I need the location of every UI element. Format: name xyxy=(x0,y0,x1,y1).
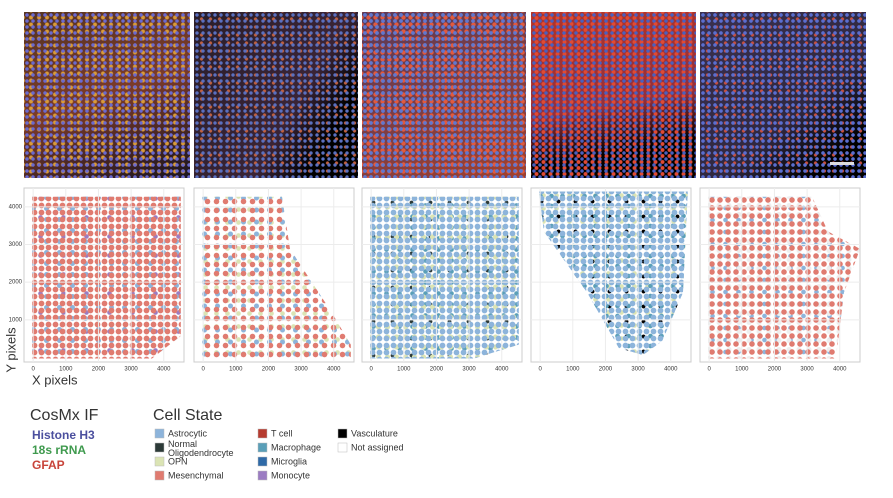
x-tick-label: 2000 xyxy=(92,367,106,373)
legend-label: Not assigned xyxy=(351,442,404,452)
y-tick-label: 4000 xyxy=(9,204,23,210)
legend-label: OPN xyxy=(168,456,188,466)
x-tick-label: 3000 xyxy=(294,367,308,373)
x-tick-label: 2000 xyxy=(599,367,613,373)
x-tick-label: 4000 xyxy=(327,367,341,373)
x-tick-label: 3000 xyxy=(631,367,645,373)
x-tick-label: 1000 xyxy=(566,367,580,373)
legend-label: Microglia xyxy=(271,456,307,466)
x-tick-label: 0 xyxy=(201,367,205,373)
legend-swatch xyxy=(337,428,348,439)
if-image xyxy=(194,12,358,178)
x-tick-label: 1000 xyxy=(735,367,749,373)
x-tick-label: 4000 xyxy=(157,367,171,373)
legend-label: Macrophage xyxy=(271,442,321,452)
x-tick-label: 0 xyxy=(31,367,35,373)
x-axis-label: X pixels xyxy=(32,372,78,387)
legend-label: GFAP xyxy=(32,458,65,472)
if-image xyxy=(700,12,866,178)
x-tick-label: 1000 xyxy=(59,367,73,373)
x-tick-label: 3000 xyxy=(124,367,138,373)
plot-frame xyxy=(193,187,355,363)
legend-swatch xyxy=(257,428,268,439)
legend-label: Histone H3 xyxy=(32,428,95,442)
x-tick-label: 4000 xyxy=(833,367,847,373)
legend-swatch xyxy=(154,442,165,453)
plot-panel xyxy=(194,188,354,362)
legend-swatch xyxy=(257,456,268,467)
legend-title: CosMx IF xyxy=(30,407,99,424)
y-tick-label: 1000 xyxy=(9,317,23,323)
if-image xyxy=(362,12,526,178)
legend-label: Vasculature xyxy=(351,428,398,438)
x-tick-label: 0 xyxy=(707,367,711,373)
legend-swatch xyxy=(257,470,268,481)
x-tick-label: 0 xyxy=(369,367,373,373)
x-tick-label: 2000 xyxy=(768,367,782,373)
y-axis-label: Y pixels xyxy=(3,327,18,373)
legend-label: Astrocytic xyxy=(168,428,208,438)
plot-frame xyxy=(361,187,523,363)
if-image xyxy=(531,12,696,178)
plot-frame xyxy=(530,187,692,363)
legend-swatch xyxy=(337,442,348,453)
legend-label: Monocyte xyxy=(271,470,310,480)
y-tick-label: 2000 xyxy=(9,280,23,286)
scale-bar xyxy=(830,162,854,165)
plot-panel xyxy=(24,188,184,362)
legend-swatch xyxy=(154,428,165,439)
legend-swatch xyxy=(154,456,165,467)
legend-swatch xyxy=(154,470,165,481)
x-tick-label: 4000 xyxy=(664,367,678,373)
legend-swatch xyxy=(257,442,268,453)
plot-panel xyxy=(531,188,691,362)
x-tick-label: 0 xyxy=(538,367,542,373)
x-tick-label: 2000 xyxy=(262,367,276,373)
x-tick-label: 1000 xyxy=(397,367,411,373)
x-tick-label: 3000 xyxy=(800,367,814,373)
legend-label: Normal Oligodendrocyte xyxy=(168,439,234,458)
legend-label: 18s rRNA xyxy=(32,443,86,457)
legend-label: T cell xyxy=(271,428,292,438)
x-tick-label: 1000 xyxy=(229,367,243,373)
legend-label: Mesenchymal xyxy=(168,470,224,480)
x-tick-label: 4000 xyxy=(495,367,509,373)
plot-frame xyxy=(699,187,861,363)
legend-title: Cell State xyxy=(153,407,222,424)
plot-panel xyxy=(700,188,860,362)
plot-frame xyxy=(23,187,185,363)
y-tick-label: 3000 xyxy=(9,242,23,248)
x-tick-label: 2000 xyxy=(430,367,444,373)
x-tick-label: 3000 xyxy=(462,367,476,373)
plot-panel xyxy=(362,188,522,362)
if-image xyxy=(24,12,190,178)
